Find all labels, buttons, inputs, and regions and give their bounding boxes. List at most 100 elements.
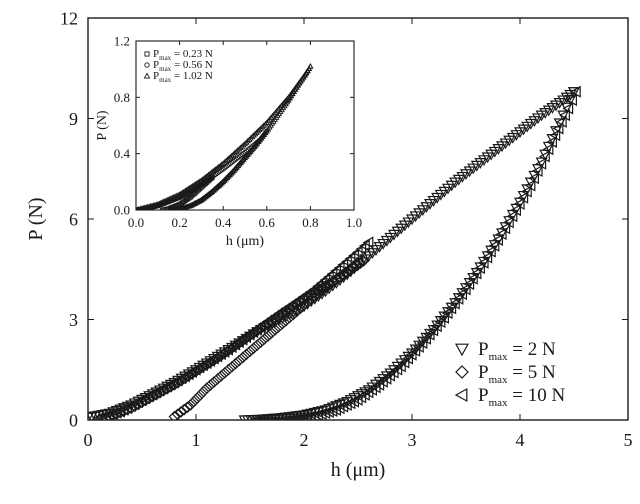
- inset-series-2-loading-point: [230, 151, 237, 157]
- main-series-2-unloading-point: [409, 344, 421, 357]
- main-series-2-unloading-point: [249, 413, 260, 420]
- inset-series-2-unloading-point: [194, 199, 201, 205]
- inset-series-2-loading-point: [257, 125, 265, 131]
- inset-series-2-loading-point: [233, 148, 240, 154]
- inset-legend-marker-2: [143, 72, 151, 79]
- main-series-2-unloading-point: [416, 336, 428, 349]
- main-series-2-loading-point: [362, 236, 374, 249]
- main-legend-label-1: Pmax = 5 N: [478, 362, 556, 386]
- main-series-2-unloading-point: [427, 324, 439, 337]
- main-series-2-unloading-point: [312, 408, 323, 420]
- main-series-2-loading-point: [96, 411, 108, 420]
- inset-series-2-unloading-point: [173, 205, 178, 210]
- inset-series-2-unloading-point: [195, 198, 202, 204]
- main-legend-label-2: Pmax = 10 N: [478, 385, 565, 409]
- main-series-2-unloading-point: [330, 403, 341, 416]
- main-x-tick-label: 3: [408, 430, 417, 450]
- inset-legend-label-main: P: [153, 48, 159, 60]
- main-series-2-unloading-point: [441, 307, 453, 320]
- main-series-2-unloading-point: [434, 315, 446, 329]
- main-series-2-unloading-point: [456, 288, 467, 301]
- inset-series-2-loading-point: [249, 133, 256, 140]
- main-series-2-unloading-point: [304, 410, 316, 420]
- main-series-2-unloading-point: [438, 311, 449, 324]
- inset-series-2: [136, 63, 314, 210]
- main-series-0-unloading-point: [377, 374, 390, 385]
- inset-legend-label-rest: = 0.56 N: [171, 59, 213, 71]
- main-x-tick-label: 0: [84, 430, 93, 450]
- inset-legend-label-rest: = 1.02 N: [171, 70, 213, 82]
- main-legend-label-main: P: [478, 362, 489, 383]
- main-series-2-unloading-point: [394, 360, 406, 373]
- inset-series-2-loading-point: [262, 120, 269, 127]
- main-series-2-unloading-point: [420, 332, 431, 345]
- inset-series-2-unloading-point: [188, 201, 195, 208]
- inset-legend-label-main: P: [153, 70, 159, 82]
- main-legend-label-0: Pmax = 2 N: [478, 339, 556, 363]
- main-series-2-unloading-point: [569, 85, 581, 98]
- main-series-2-unloading-point: [398, 356, 410, 369]
- main-series-0-unloading-point: [373, 376, 386, 388]
- main-series-2-unloading-point: [513, 197, 525, 210]
- main-series-2-unloading-point: [423, 328, 435, 341]
- inset-series-2-unloading-point: [192, 199, 200, 206]
- inset-x-tick-label: 0.6: [259, 215, 276, 230]
- main-series-2-unloading-point: [252, 413, 264, 420]
- inset-plot-frame: [135, 40, 355, 211]
- main-legend-label-rest: = 5 N: [508, 362, 556, 383]
- inset-series-2-unloading-point: [191, 200, 198, 206]
- main-series-2-unloading-point: [452, 292, 464, 305]
- inset-series-2-unloading-point: [171, 206, 177, 210]
- main-series-2-unloading-point: [319, 406, 331, 419]
- main-series-2-unloading-point: [459, 283, 471, 296]
- inset-plot: 0.0 0.2 0.4 0.6 0.8 1.0 0.0 0.4 0.8 1.2 h (μm) P (N…: [95, 34, 362, 249]
- main-series-2-unloading-point: [481, 251, 493, 264]
- inset-series-2-loading-point: [224, 156, 231, 162]
- main-legend-label-sub: max: [489, 374, 508, 386]
- main-data-marks: [88, 85, 581, 420]
- main-series-1-unloading-point: [168, 410, 181, 420]
- main-legend-label-rest: = 2 N: [508, 339, 556, 360]
- main-series-2-unloading-point: [387, 366, 399, 379]
- main-series-2-unloading-point: [463, 278, 475, 291]
- main-series-2-unloading-point: [290, 411, 302, 420]
- inset-series-2-loading-point: [247, 134, 254, 141]
- inset-y-tick-label: 0.4: [114, 146, 131, 161]
- main-legend-label-sub: max: [489, 397, 508, 409]
- main-series-2-loading-point: [92, 412, 104, 420]
- main-y-tick-label: 12: [60, 8, 78, 28]
- inset-legend-label-2: Pmax = 1.02 N: [153, 70, 213, 84]
- inset-series-2-loading-point: [246, 136, 253, 142]
- inset-x-axis-title: h (μm): [226, 234, 265, 249]
- main-series-2-unloading-point: [520, 185, 532, 198]
- main-series-1-unloading-point: [171, 408, 184, 420]
- main-series-2-unloading-point: [322, 405, 334, 418]
- main-series-2-unloading-point: [524, 179, 536, 192]
- inset-series-2-loading-point: [253, 129, 260, 135]
- main-series-2-loading-point: [99, 410, 111, 420]
- inset-legend-label-main: P: [153, 59, 159, 71]
- main-series-2-unloading-point: [405, 348, 417, 361]
- main-series-2-unloading-point: [268, 413, 280, 420]
- main-series-2-unloading-point: [380, 372, 392, 385]
- main-series-2-unloading-point: [283, 412, 295, 420]
- main-series-2-unloading-point: [286, 412, 298, 420]
- inset-series-2-loading-point: [250, 132, 257, 138]
- inset-series-0-unloading-point: [190, 192, 196, 198]
- main-series-2-loading-point: [106, 407, 118, 420]
- main-series-2-unloading-point: [384, 369, 395, 382]
- main-x-tick-label: 1: [192, 430, 201, 450]
- main-y-tick-label: 6: [69, 209, 78, 229]
- main-series-1-unloading-point: [175, 406, 187, 418]
- inset-series-2-loading-point: [231, 149, 238, 156]
- main-series-1-unloading-point: [340, 266, 352, 279]
- main-series-2-loading-point: [110, 406, 122, 419]
- main-legend-label-main: P: [478, 339, 489, 360]
- inset-data-marks: [136, 63, 314, 210]
- inset-series-2-loading-point: [240, 141, 247, 148]
- main-legend-label-main: P: [478, 385, 489, 406]
- main-series-2-unloading-point: [255, 413, 267, 420]
- inset-legend-label-sub: max: [159, 65, 172, 73]
- main-series-2-unloading-point: [517, 191, 529, 204]
